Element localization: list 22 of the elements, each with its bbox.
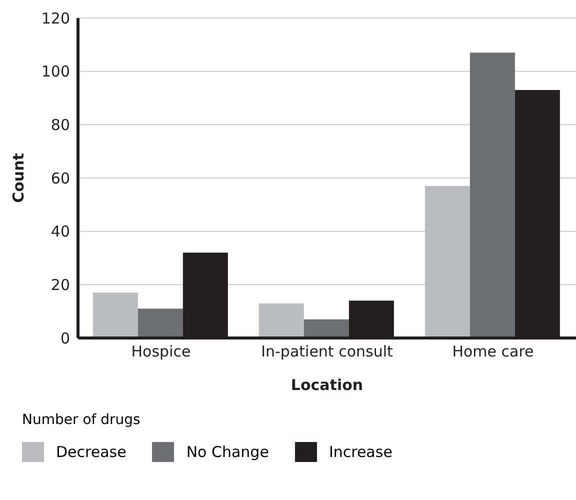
legend-label: Decrease — [56, 443, 126, 461]
bar — [92, 292, 138, 338]
y-tick-label: 60 — [50, 169, 70, 188]
y-tick-label: 20 — [50, 276, 70, 294]
y-tick-label: 0 — [60, 329, 70, 348]
bar — [258, 303, 304, 338]
legend-label: No Change — [186, 443, 269, 461]
x-tick-label: Home care — [452, 342, 534, 361]
bar — [304, 319, 349, 338]
bar — [138, 308, 183, 338]
y-tick-label: 120 — [41, 9, 70, 28]
y-tick-label: 80 — [50, 116, 70, 134]
x-axis-title: Location — [290, 376, 364, 394]
x-tick-label: Hospice — [131, 342, 191, 361]
bar — [424, 186, 470, 338]
bar — [470, 52, 515, 338]
y-tick-label: 40 — [50, 222, 70, 241]
y-tick-label: 100 — [41, 62, 70, 81]
x-tick-label: In-patient consult — [261, 342, 394, 361]
y-axis-title: Count — [9, 153, 28, 203]
legend-title: Number of drugs — [22, 412, 142, 428]
legend-label: Increase — [328, 443, 392, 461]
